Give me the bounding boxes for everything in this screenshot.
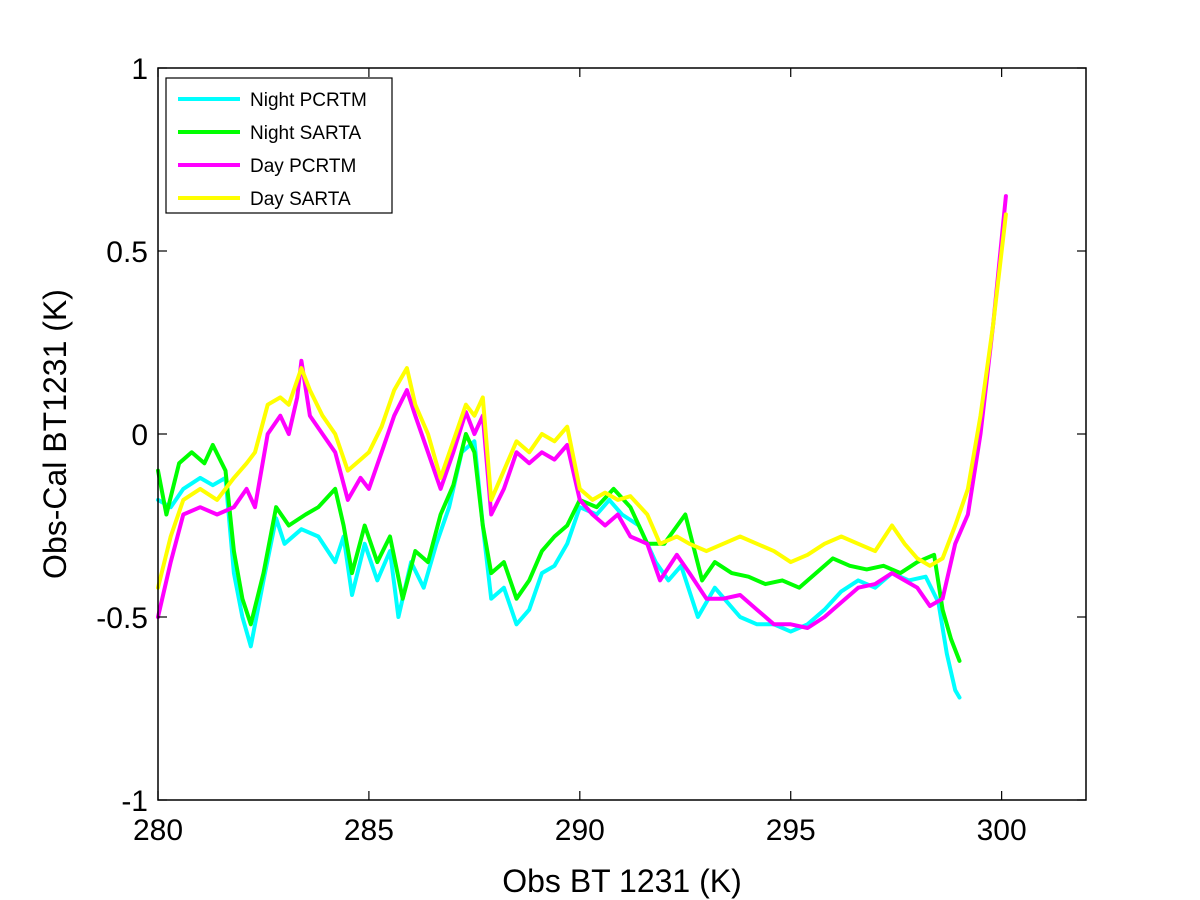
legend-label: Day PCRTM: [250, 156, 356, 177]
series-line-2: [156, 194, 1008, 630]
y-tick-label: 0: [131, 419, 148, 452]
x-tick-label: 285: [344, 814, 394, 847]
y-tick-label: -1: [121, 785, 148, 818]
ticks-layer: [157, 67, 1086, 801]
y-tick-label: 1: [131, 53, 148, 86]
series-line-3: [156, 212, 1008, 590]
y-tick-label: 0.5: [106, 236, 148, 269]
legend: Night PCRTM Night SARTA Day PCRTM Day SARTA: [165, 77, 393, 214]
tick-labels-layer: 280 285 290 295 300 -1 -0.5 0 0.5 1: [96, 53, 1026, 847]
series-layer: [156, 194, 1008, 700]
legend-label: Night SARTA: [250, 123, 362, 144]
x-tick-label: 300: [977, 814, 1027, 847]
x-tick-label: 290: [555, 814, 605, 847]
x-tick-label: 295: [766, 814, 816, 847]
y-tick-label: -0.5: [96, 602, 148, 635]
x-tick-label: 280: [133, 814, 183, 847]
legend-label: Day SARTA: [250, 189, 351, 210]
y-axis-label: Obs-Cal BT1231 (K): [37, 289, 73, 579]
series-line-1: [156, 432, 962, 663]
series-line-0: [156, 439, 962, 700]
legend-label: Night PCRTM: [250, 90, 367, 111]
x-axis-label: Obs BT 1231 (K): [502, 863, 742, 899]
